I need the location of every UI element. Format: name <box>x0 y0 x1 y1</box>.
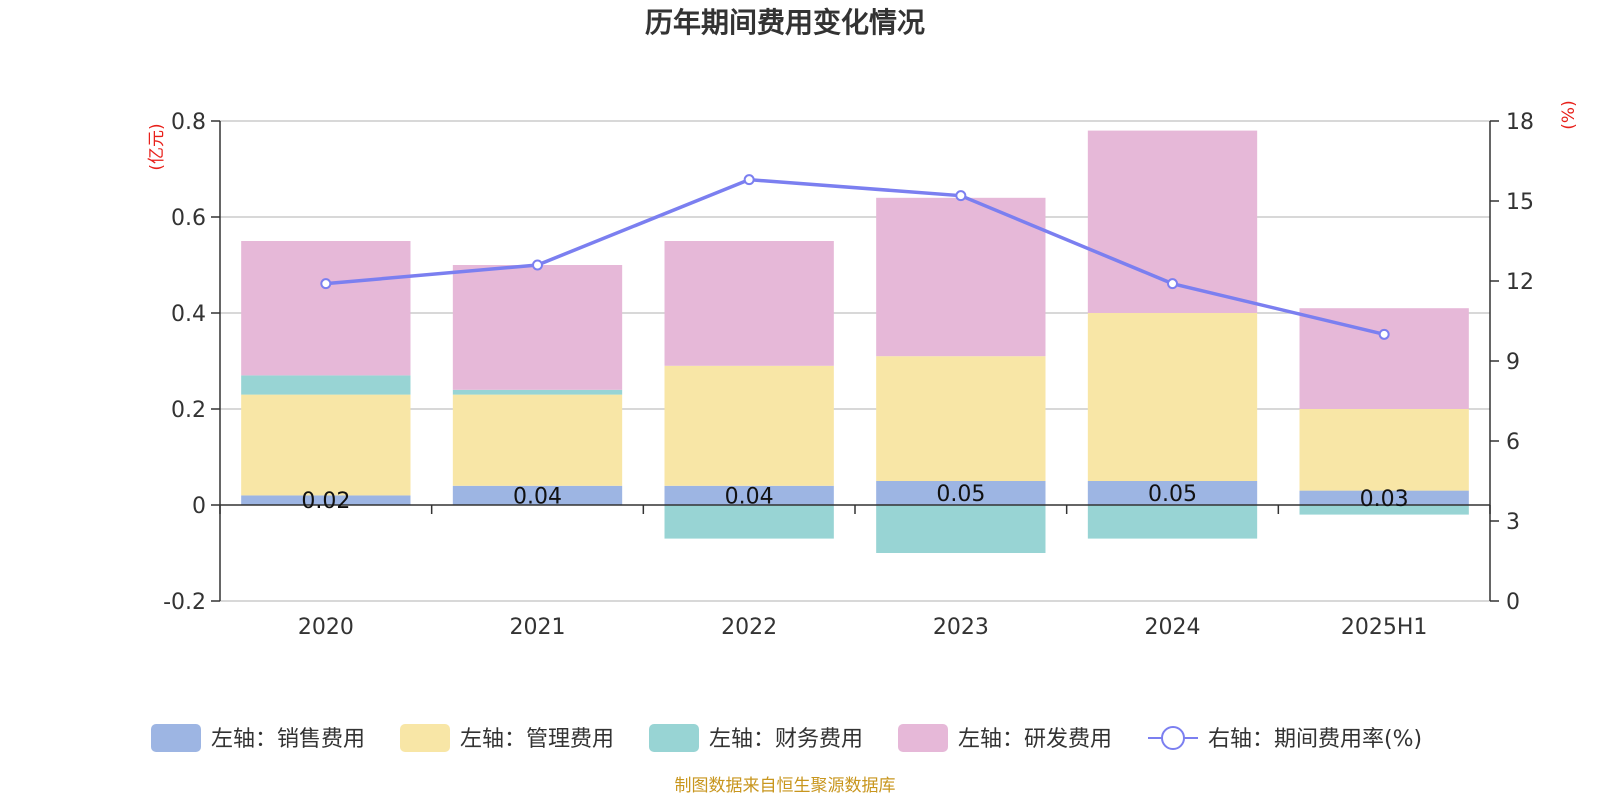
bar-value-label: 0.02 <box>301 489 350 514</box>
legend: 左轴：销售费用 左轴：管理费用 左轴：财务费用 左轴：研发费用 右轴：期间费用率(%) <box>151 724 1422 752</box>
legend-circle-icon <box>1161 726 1185 750</box>
bar-segment <box>452 394 623 486</box>
bar-segment <box>1299 505 1469 515</box>
right-axis-tick-label: 6 <box>1506 430 1520 455</box>
bar-segment <box>241 241 411 376</box>
right-axis-tick-label: 3 <box>1506 510 1520 535</box>
axes-layer: 0.8 0.6 0.4 0.2 0 -0.2 18 15 12 9 6 3 0 2020 2021 2022 2… <box>163 110 1534 640</box>
legend-swatch <box>898 724 948 752</box>
left-axis-tick-label: 0.6 <box>171 206 206 231</box>
right-axis-tick-label: 18 <box>1506 110 1534 135</box>
rate-point <box>1378 328 1390 340</box>
bars-layer <box>241 130 1469 553</box>
bar-segment <box>1087 505 1258 539</box>
legend-swatch <box>400 724 450 752</box>
bar-segment <box>1299 409 1469 491</box>
legend-swatch <box>649 724 699 752</box>
bar-segment <box>664 241 834 366</box>
right-axis-unit: (%) <box>1559 100 1579 129</box>
right-axis-tick-label: 0 <box>1506 590 1520 615</box>
right-axis-tick-label: 15 <box>1506 190 1534 215</box>
bar-segment <box>1299 490 1469 505</box>
rate-point <box>320 278 332 290</box>
bar-segment <box>1087 481 1258 505</box>
bar-segment <box>241 375 411 395</box>
left-axis-tick-label: 0.2 <box>171 398 206 423</box>
x-axis-tick-label: 2021 <box>510 615 566 640</box>
x-axis-tick-label: 2025H1 <box>1341 615 1428 640</box>
bar-segment <box>876 505 1046 553</box>
rate-point <box>955 190 967 202</box>
rate-line-layer <box>320 174 1390 340</box>
chart-title: 历年期间费用变化情况 <box>645 6 925 39</box>
legend-swatch <box>151 724 201 752</box>
bar-segment <box>876 481 1046 505</box>
legend-label: 左轴：财务费用 <box>709 727 863 752</box>
bar-segment <box>452 485 623 505</box>
x-axis-tick-label: 2020 <box>298 615 354 640</box>
rate-point <box>743 174 755 186</box>
bar-value-label: 0.03 <box>1360 487 1409 512</box>
right-axis-tick-label: 12 <box>1506 270 1534 295</box>
legend-label: 右轴：期间费用率(%) <box>1208 727 1422 752</box>
bar-segment <box>876 197 1046 357</box>
legend-label: 左轴：研发费用 <box>958 727 1112 752</box>
left-axis-tick-label: 0 <box>192 494 206 519</box>
bar-value-label: 0.04 <box>513 484 562 509</box>
legend-label: 左轴：管理费用 <box>460 727 614 752</box>
left-axis-tick-label: 0.4 <box>171 302 206 327</box>
grid-layer <box>220 120 1490 602</box>
left-axis-unit: (亿元) <box>147 123 167 170</box>
left-axis-tick-label: -0.2 <box>163 590 206 615</box>
bar-segment <box>241 394 411 496</box>
rate-point <box>532 259 543 271</box>
bar-value-label: 0.04 <box>725 484 774 509</box>
bar-segment <box>1299 308 1469 409</box>
bar-segment <box>452 389 623 395</box>
bar-segment <box>1087 313 1258 481</box>
rate-line <box>325 177 1385 337</box>
bar-segment <box>664 365 834 486</box>
bar-segment <box>452 265 623 390</box>
rate-point <box>1167 278 1178 290</box>
bar-segment <box>664 505 834 539</box>
x-axis-tick-label: 2024 <box>1145 615 1201 640</box>
bar-segment <box>241 495 411 505</box>
bar-segment <box>664 485 834 505</box>
data-source-note: 制图数据来自恒生聚源数据库 <box>675 776 896 796</box>
bar-labels-layer: 0.02 0.04 0.04 0.05 0.05 0.03 <box>301 482 1408 514</box>
x-axis-tick-label: 2022 <box>721 615 777 640</box>
x-axis-tick-label: 2023 <box>933 615 989 640</box>
bar-value-label: 0.05 <box>1148 482 1197 507</box>
legend-label: 左轴：销售费用 <box>211 727 365 752</box>
bar-value-label: 0.05 <box>936 482 985 507</box>
bar-segment <box>876 356 1046 481</box>
right-axis-tick-label: 9 <box>1506 350 1520 375</box>
left-axis-tick-label: 0.8 <box>171 110 206 135</box>
